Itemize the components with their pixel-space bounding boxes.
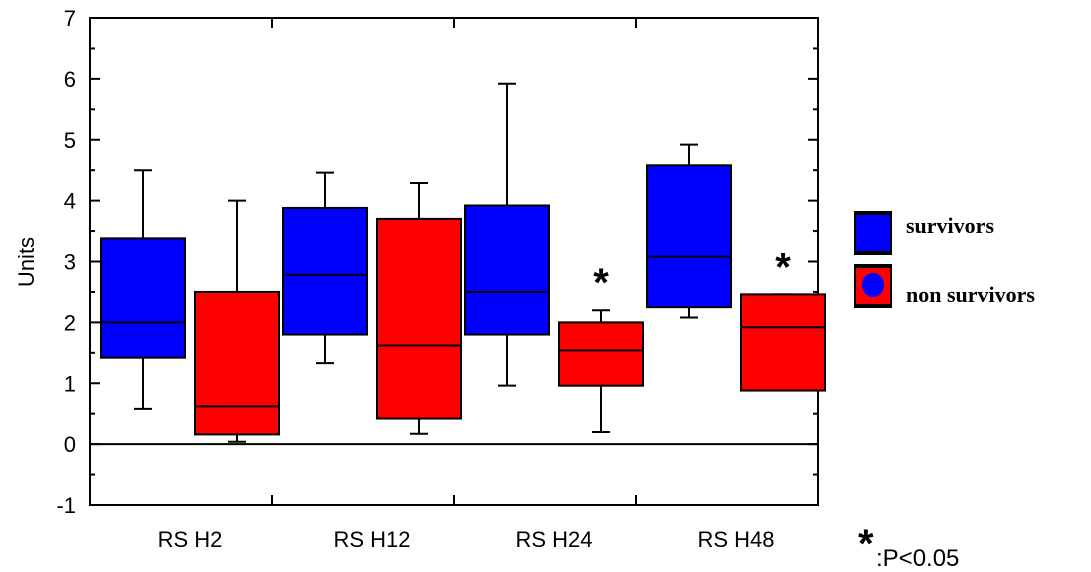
y-tick-label: 0 [64,432,76,457]
y-tick-label: 1 [64,371,76,396]
survivors-box [100,237,186,359]
y-tick-label: -1 [56,493,76,518]
y-tick-label: 7 [64,6,76,31]
y-tick-label: 3 [64,250,76,275]
non-survivors-box [558,321,644,387]
non-survivors-box [376,217,462,420]
survivors-box [282,206,368,336]
survivors-box [464,204,550,336]
x-tick-label: RS H24 [515,527,592,552]
legend-survivors-swatch [854,211,892,254]
legend-non-survivors-dot [862,273,884,297]
y-tick-label: 2 [64,310,76,335]
survivors-box [646,164,732,309]
significance-note: * :P<0.05 [858,522,959,572]
x-tick-label: RS H48 [697,527,774,552]
legend-survivors-label: survivors [906,213,994,238]
x-tick-label: RS H12 [333,527,410,552]
x-tick-label: RS H2 [158,527,223,552]
non-survivors-box [194,290,280,436]
significance-note-text: :P<0.05 [876,545,959,572]
y-tick-label: 5 [64,128,76,153]
y-tick-label: 4 [64,189,76,214]
non-survivors-box [740,293,826,392]
significance-star: * [775,245,791,289]
legend-non-survivors-label: non survivors [906,282,1035,307]
legend: survivors non survivors [854,211,1035,308]
significance-note-star: * [858,522,874,566]
y-axis-title: Units [14,237,39,287]
significance-star: * [593,261,609,305]
y-tick-label: 6 [64,67,76,92]
